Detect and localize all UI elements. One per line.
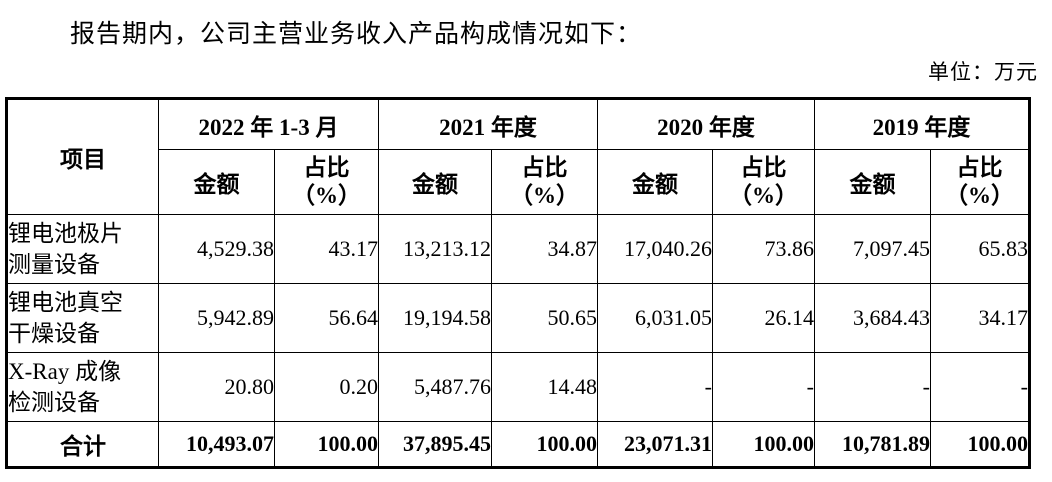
- measure-header-row: 金额 占比 （%） 金额 占比 （%） 金额 占比 （%） 金额 占比: [7, 149, 1030, 215]
- ratio-cell: 34.17: [930, 283, 1030, 353]
- amount-cell: 17,040.26: [597, 214, 713, 284]
- ratio-unit: （%）: [729, 183, 798, 208]
- ratio-label: 占比: [740, 155, 787, 181]
- amount-cell: -: [597, 352, 713, 422]
- amount-cell: 19,194.58: [378, 283, 492, 353]
- total-amount-cell: 23,071.31: [597, 421, 713, 468]
- header-ratio-2021: 占比 （%）: [491, 149, 598, 215]
- ratio-cell: 56.64: [274, 283, 379, 353]
- header-period-2019: 2019 年度: [814, 98, 1030, 150]
- header-period-2020: 2020 年度: [597, 98, 815, 150]
- header-amount-2019: 金额: [814, 149, 931, 215]
- header-amount-2022q1: 金额: [158, 149, 275, 215]
- amount-cell: 5,942.89: [158, 283, 275, 353]
- total-ratio-cell: 100.00: [491, 421, 598, 468]
- total-amount-cell: 10,781.89: [814, 421, 931, 468]
- total-label: 合计: [6, 421, 159, 468]
- product-name-cell: 锂电池真空 干燥设备: [6, 283, 159, 353]
- unit-label: 单位：万元: [928, 60, 1038, 84]
- amount-cell: 20.80: [158, 352, 275, 422]
- header-ratio-2019: 占比 （%）: [930, 149, 1030, 215]
- total-row: 合计 10,493.07 100.00 37,895.45 100.00 23,…: [6, 421, 1030, 468]
- total-amount-cell: 10,493.07: [158, 421, 275, 468]
- ratio-label: 占比: [956, 155, 1003, 181]
- product-name-line: 检测设备: [8, 390, 100, 415]
- header-ratio-2020: 占比 （%）: [712, 149, 815, 215]
- ratio-label: 占比: [303, 155, 350, 181]
- amount-cell: 4,529.38: [158, 214, 275, 284]
- ratio-cell: 0.20: [274, 352, 379, 422]
- amount-cell: 7,097.45: [814, 214, 931, 284]
- product-name-line: 干燥设备: [8, 321, 100, 346]
- ratio-cell: -: [930, 352, 1030, 422]
- ratio-cell: 73.86: [712, 214, 815, 284]
- total-amount-cell: 37,895.45: [378, 421, 492, 468]
- amount-cell: 6,031.05: [597, 283, 713, 353]
- period-header-row: 项目 2022 年 1-3 月 2021 年度 2020 年度 2019 年度: [6, 98, 1030, 215]
- header-amount-2020: 金额: [597, 149, 713, 215]
- table-row-xray-imaging-equipment: X-Ray 成像 检测设备 20.80 0.20 5,487.76 14.48 …: [6, 352, 1030, 422]
- table-row-battery-electrode-equipment: 锂电池极片 测量设备 4,529.38 43.17 13,213.12 34.8…: [6, 214, 1030, 284]
- product-name-line: 测量设备: [8, 252, 100, 277]
- header-period-2022q1: 2022 年 1-3 月: [158, 98, 379, 150]
- ratio-cell: 50.65: [491, 283, 598, 353]
- header-item: 项目: [6, 98, 159, 215]
- product-name-cell: X-Ray 成像 检测设备: [6, 352, 159, 422]
- ratio-cell: -: [712, 352, 815, 422]
- amount-cell: 5,487.76: [378, 352, 492, 422]
- ratio-cell: 65.83: [930, 214, 1030, 284]
- product-name-line: X-Ray 成像: [8, 358, 122, 384]
- ratio-cell: 43.17: [274, 214, 379, 284]
- ratio-unit: （%）: [292, 183, 361, 208]
- amount-cell: 3,684.43: [814, 283, 931, 353]
- header-period-2021: 2021 年度: [378, 98, 598, 150]
- table-row-battery-vacuum-drying-equipment: 锂电池真空 干燥设备 5,942.89 56.64 19,194.58 50.6…: [6, 283, 1030, 353]
- header-ratio-2022q1: 占比 （%）: [274, 149, 379, 215]
- total-ratio-cell: 100.00: [930, 421, 1030, 468]
- product-name-cell: 锂电池极片 测量设备: [6, 214, 159, 284]
- revenue-composition-table: 项目 2022 年 1-3 月 2021 年度 2020 年度 2019 年度 …: [5, 97, 1031, 469]
- total-ratio-cell: 100.00: [274, 421, 379, 468]
- ratio-unit: （%）: [510, 183, 579, 208]
- ratio-cell: 34.87: [491, 214, 598, 284]
- product-name-line: 锂电池真空: [8, 289, 123, 315]
- amount-cell: -: [814, 352, 931, 422]
- header-amount-2021: 金额: [378, 149, 492, 215]
- product-name-line: 锂电池极片: [8, 220, 123, 246]
- ratio-cell: 14.48: [491, 352, 598, 422]
- ratio-cell: 26.14: [712, 283, 815, 353]
- ratio-unit: （%）: [945, 183, 1014, 208]
- total-ratio-cell: 100.00: [712, 421, 815, 468]
- ratio-label: 占比: [521, 155, 568, 181]
- amount-cell: 13,213.12: [378, 214, 492, 284]
- intro-text: 报告期内，公司主营业务收入产品构成情况如下：: [70, 21, 643, 48]
